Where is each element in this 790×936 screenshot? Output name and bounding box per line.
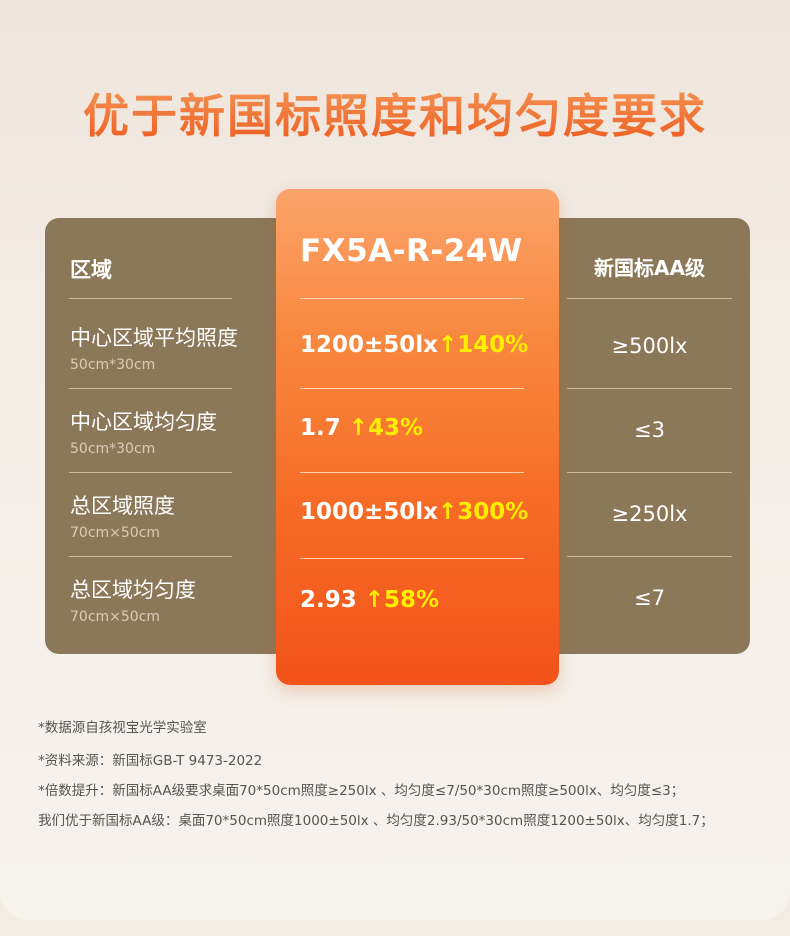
row-label: 中心区域平均照度 50cm*30cm (70, 322, 238, 373)
value-text: 1200±50lx (300, 332, 439, 358)
right-header: 新国标AA级 (594, 256, 705, 280)
divider (300, 388, 524, 389)
divider (300, 472, 524, 473)
value-text: 2.93 (300, 587, 357, 613)
divider (567, 556, 732, 557)
divider (69, 556, 232, 557)
standard-value: ≥500lx (611, 334, 688, 358)
row-size: 70cm×50cm (70, 525, 161, 541)
improvement-percent: 43% (368, 415, 424, 441)
row-name: 总区域照度 (70, 494, 175, 518)
page-title: 优于新国标照度和均匀度要求 (0, 80, 790, 146)
footnote: *倍数提升：新国标AA级要求桌面70*50cm照度≥250lx 、均匀度≤7/5… (38, 783, 685, 799)
improvement-percent: 58% (384, 587, 440, 613)
value-text: 1.7 (300, 415, 341, 441)
product-value: 2.93 ↑58% (300, 587, 439, 613)
standard-value: ≤7 (634, 586, 665, 610)
row-size: 70cm×50cm (70, 609, 161, 625)
row-name: 中心区域均匀度 (70, 410, 217, 434)
model-name: FX5A-R-24W (300, 233, 523, 269)
divider (567, 472, 732, 473)
divider (300, 298, 524, 299)
row-size: 50cm*30cm (70, 357, 156, 373)
product-value: 1000±50lx↑300% (300, 499, 528, 525)
up-arrow-icon: ↑ (438, 499, 458, 525)
row-label: 总区域照度 70cm×50cm (70, 490, 232, 541)
value-text: 1000±50lx (300, 499, 439, 525)
standard-value: ≤3 (634, 418, 665, 442)
improvement-percent: 300% (457, 499, 529, 525)
row-name: 中心区域平均照度 (70, 326, 238, 350)
footnote: 我们优于新国标AA级：桌面70*50cm照度1000±50lx 、均匀度2.93… (38, 813, 714, 829)
improvement-percent: 140% (457, 332, 529, 358)
up-arrow-icon: ↑ (348, 415, 369, 441)
row-name: 总区域均匀度 (70, 578, 196, 602)
divider (69, 298, 232, 299)
up-arrow-icon: ↑ (364, 587, 385, 613)
footnote: *数据源自孩视宝光学实验室 (38, 720, 207, 736)
row-label: 总区域均匀度 70cm×50cm (70, 574, 232, 625)
divider (69, 472, 232, 473)
divider (567, 298, 732, 299)
product-value: 1.7 ↑43% (300, 415, 423, 441)
standard-value: ≥250lx (611, 502, 688, 526)
left-header: 区域 (70, 258, 112, 282)
row-size: 50cm*30cm (70, 441, 156, 457)
product-value: 1200±50lx↑140% (300, 332, 528, 358)
row-label: 中心区域均匀度 50cm*30cm (70, 406, 232, 457)
divider (69, 388, 232, 389)
footnote: *资料来源：新国标GB-T 9473-2022 (38, 753, 263, 769)
product-highlight-column: FX5A-R-24W 1200±50lx↑140% 1.7 ↑43% 1000±… (276, 189, 559, 685)
divider (567, 388, 732, 389)
divider (300, 558, 524, 559)
up-arrow-icon: ↑ (438, 332, 458, 358)
